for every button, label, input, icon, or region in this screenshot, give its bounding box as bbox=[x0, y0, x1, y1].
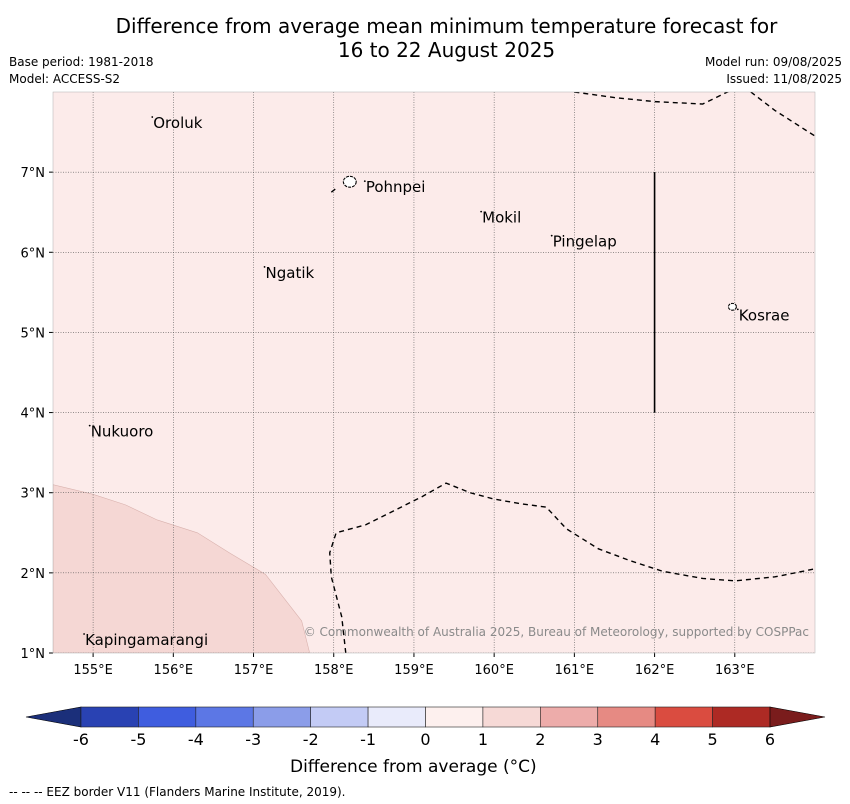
lon-tick-label: 159°E bbox=[394, 663, 434, 678]
place-marker bbox=[363, 180, 366, 183]
colorbar-swatch bbox=[712, 706, 771, 728]
colorbar-swatch bbox=[252, 706, 311, 728]
lat-tick-label: 5°N bbox=[21, 326, 46, 341]
lat-tick-label: 6°N bbox=[21, 246, 46, 261]
lat-tick-label: 3°N bbox=[21, 487, 46, 502]
colorbar-swatch bbox=[540, 706, 599, 728]
colorbar-tick-label: -5 bbox=[130, 730, 146, 749]
lat-tick-label: 4°N bbox=[21, 407, 46, 422]
colorbar-swatch bbox=[425, 706, 484, 728]
colorbar-tick-label: -6 bbox=[73, 730, 89, 749]
lon-tick-label: 156°E bbox=[154, 663, 194, 678]
model-run-date: Model run: 09/08/2025 bbox=[704, 55, 842, 69]
eez-border-line bbox=[574, 92, 730, 105]
base-period: Base period: 1981-2018 bbox=[9, 55, 154, 69]
lon-tick-label: 158°E bbox=[314, 663, 354, 678]
colorbar-tick-label: 1 bbox=[478, 730, 488, 749]
place-label-pohnpei: Pohnpei bbox=[366, 178, 426, 196]
colorbar-swatch bbox=[195, 706, 254, 728]
colorbar-under-arrow bbox=[25, 706, 82, 728]
colorbar-tick-label: -4 bbox=[188, 730, 204, 749]
map-content: Oroluk Pohnpei Mokil Pingelap Ngatik Kosrae Nu… bbox=[53, 92, 815, 653]
map-frame bbox=[52, 91, 816, 654]
run-issue-info: Model run: 09/08/2025 Issued: 11/08/2025 bbox=[705, 54, 842, 88]
lon-tick-label: 157°E bbox=[234, 663, 274, 678]
lat-tick-label: 7°N bbox=[21, 166, 46, 181]
colorbar-swatch bbox=[654, 706, 713, 728]
lat-tick-label: 1°N bbox=[21, 647, 46, 662]
eez-border-line bbox=[329, 482, 815, 653]
base-model-info: Base period: 1981-2018 Model: ACCESS-S2 bbox=[9, 54, 154, 88]
colorbar-tick-label: 4 bbox=[650, 730, 660, 749]
place-label-kapingamarangi: Kapingamarangi bbox=[85, 631, 208, 649]
eez-border-line bbox=[330, 188, 336, 193]
place-marker bbox=[550, 234, 553, 237]
lat-tick-label: 2°N bbox=[21, 567, 46, 582]
title-line-2: 16 to 22 August 2025 bbox=[337, 38, 556, 62]
colorbar-swatch bbox=[367, 706, 426, 728]
place-marker bbox=[151, 116, 154, 118]
place-label-mokil: Mokil bbox=[482, 209, 521, 227]
lon-tick-label: 160°E bbox=[474, 663, 514, 678]
colorbar-swatch bbox=[138, 706, 197, 728]
place-label-nukuoro: Nukuoro bbox=[91, 423, 154, 441]
colorbar-tick-label: 5 bbox=[707, 730, 717, 749]
colorbar-over-arrow bbox=[769, 706, 826, 728]
island-outline-pohnpei bbox=[342, 175, 357, 188]
colorbar-swatch bbox=[482, 706, 541, 728]
lon-tick-label: 161°E bbox=[555, 663, 595, 678]
colorbar-tick-label: 2 bbox=[535, 730, 545, 749]
model-name: Model: ACCESS-S2 bbox=[9, 72, 121, 86]
place-label-kosrae: Kosrae bbox=[739, 306, 790, 324]
colorbar-tick-label: 6 bbox=[765, 730, 775, 749]
copyright-notice: © Commonwealth of Australia 2025, Bureau… bbox=[304, 625, 809, 639]
place-label-oroluk: Oroluk bbox=[153, 114, 202, 132]
colorbar-swatch bbox=[597, 706, 656, 728]
island-outline-kosrae bbox=[727, 302, 737, 311]
lon-tick-label: 163°E bbox=[715, 663, 755, 678]
place-marker bbox=[480, 210, 483, 213]
colorbar-title: Difference from average (°C) bbox=[290, 757, 537, 777]
page-title: Difference from average mean minimum tem… bbox=[0, 14, 850, 62]
place-marker bbox=[263, 266, 266, 268]
place-marker bbox=[736, 308, 739, 311]
title-line-1: Difference from average mean minimum tem… bbox=[115, 14, 778, 38]
eez-border-line bbox=[750, 92, 815, 137]
colorbar-swatch bbox=[80, 706, 139, 728]
lon-tick-label: 155°E bbox=[73, 663, 113, 678]
place-marker bbox=[88, 424, 91, 427]
colorbar-swatch bbox=[310, 706, 369, 728]
place-label-pingelap: Pingelap bbox=[553, 233, 617, 251]
place-label-ngatik: Ngatik bbox=[266, 264, 315, 282]
colorbar-tick-label: 3 bbox=[593, 730, 603, 749]
eez-footnote: -- -- -- EEZ border V11 (Flanders Marine… bbox=[9, 785, 346, 799]
lon-tick-label: 162°E bbox=[635, 663, 675, 678]
issued-date: Issued: 11/08/2025 bbox=[726, 72, 842, 86]
colorbar-tick-label: -3 bbox=[245, 730, 261, 749]
place-marker bbox=[83, 633, 85, 635]
colorbar-tick-label: 0 bbox=[420, 730, 430, 749]
colorbar-tick-label: -1 bbox=[360, 730, 376, 749]
colorbar-tick-label: -2 bbox=[303, 730, 319, 749]
warm-anomaly-region bbox=[53, 484, 310, 653]
